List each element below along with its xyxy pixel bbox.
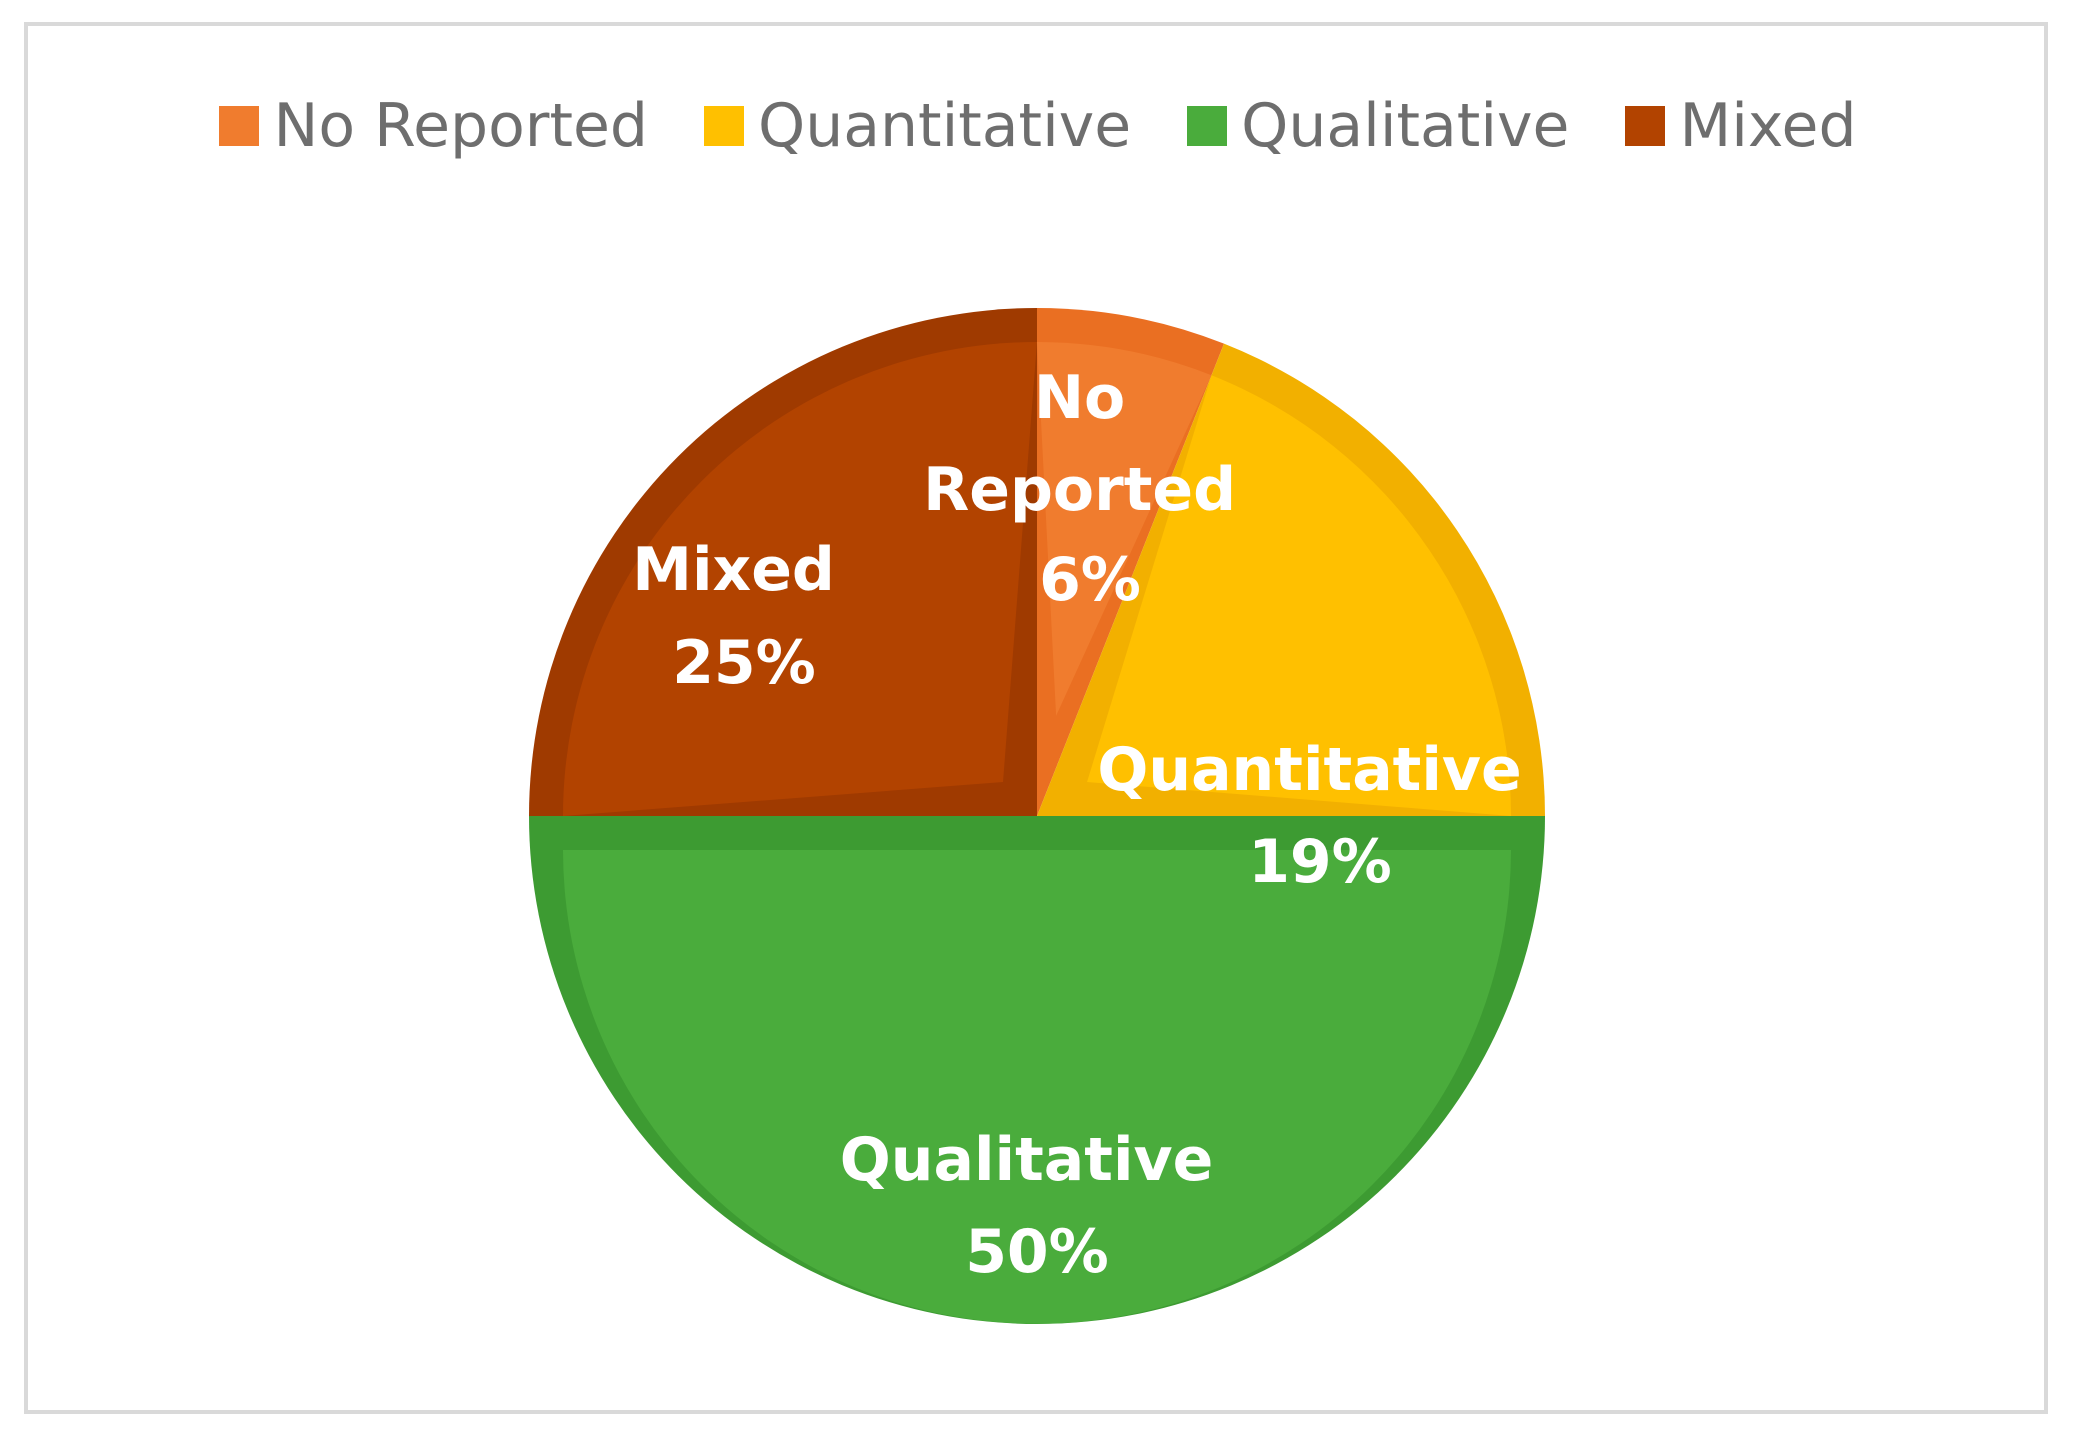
legend-label-mixed: Mixed: [1679, 91, 1857, 161]
slice-label-qualitative-pct: 50%: [965, 1217, 1109, 1287]
legend-swatch-qualitative: [1187, 106, 1228, 146]
slice-label-quantitative: Quantitative 19%: [1097, 735, 1542, 897]
legend-item-mixed: Mixed: [1625, 91, 1857, 161]
slice-label-no-reported-name-line1: No: [1034, 363, 1125, 433]
legend: No Reported Quantitative Qualitative Mix…: [0, 96, 2076, 156]
slice-label-mixed-name: Mixed: [632, 535, 835, 605]
slice-label-quantitative-name: Quantitative: [1097, 735, 1521, 805]
labels-layer: No Reported 6% Quantitative 19% Qualitat…: [632, 363, 1542, 1287]
slice-label-qualitative-name: Qualitative: [840, 1125, 1214, 1195]
legend-label-quantitative: Quantitative: [758, 91, 1132, 161]
slice-label-mixed-pct: 25%: [672, 628, 816, 698]
slice-label-qualitative: Qualitative 50%: [840, 1125, 1234, 1287]
legend-item-no-reported: No Reported: [219, 96, 648, 156]
legend-swatch-no-reported: [219, 106, 260, 146]
pie-slice-fill-quantitative: [1087, 375, 1511, 816]
slice-label-mixed: Mixed 25%: [632, 535, 856, 698]
slice-label-no-reported-name-line2: Reported: [923, 455, 1236, 525]
legend-item-quantitative: Quantitative: [704, 96, 1131, 156]
slice-label-no-reported: No Reported 6%: [923, 363, 1257, 615]
slice-label-no-reported-pct: 6%: [1039, 545, 1141, 615]
legend-swatch-quantitative: [704, 106, 744, 146]
pie-slice-fill-no-reported: [1037, 342, 1212, 716]
slice-label-quantitative-pct: 19%: [1248, 827, 1392, 897]
legend-label-qualitative: Qualitative: [1241, 91, 1570, 161]
pie-slice-fill-qualitative: [563, 850, 1511, 1324]
legend-item-qualitative: Qualitative: [1187, 96, 1569, 156]
legend-swatch-mixed: [1625, 106, 1666, 146]
slices-layer: [529, 308, 1545, 1324]
pie-slice-fill-mixed: [563, 342, 1037, 816]
legend-label-no-reported: No Reported: [273, 91, 648, 161]
